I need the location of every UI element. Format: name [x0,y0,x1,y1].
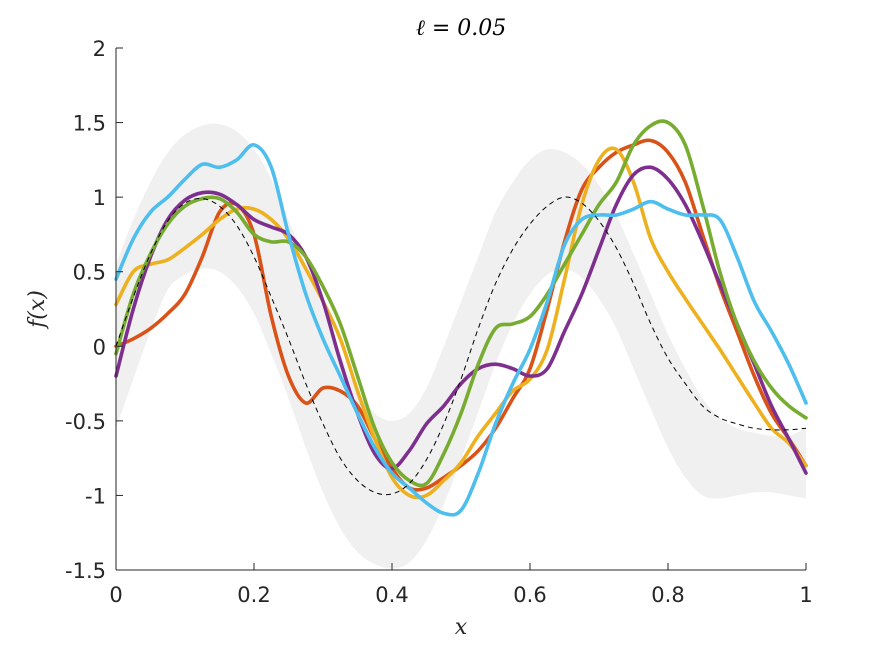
y-tick-label: 2 [93,37,106,61]
y-tick-label: -0.5 [65,410,106,434]
y-tick-label: -1.5 [65,559,106,583]
series-line-2 [114,146,808,500]
series-layer [114,119,808,517]
y-tick-label: 1.5 [73,112,106,136]
y-tick-label: 1 [93,186,106,210]
x-tick-label: 0.8 [651,583,684,607]
x-tick-label: 0.4 [375,583,408,607]
axes [115,48,806,571]
x-tick-label: 1 [799,583,812,607]
confidence-band-layer [116,123,806,569]
x-tick-label: 0 [109,583,122,607]
y-tick-label: 0 [93,335,106,359]
mean-line [115,196,807,496]
confidence-band [116,123,806,569]
tick-layer: 0 0.2 0.4 0.6 0.8 1 -1.5 -1 -0.5 0 0.5 1 1.5 2 [65,37,813,607]
series-line-4 [114,119,808,488]
y-tick-label: -1 [85,484,106,508]
y-axis-label: f(x) [25,290,50,330]
y-tick-label: 0.5 [73,261,106,285]
x-axis-label: x [455,615,468,640]
x-tick-label: 0.2 [237,583,270,607]
chart-title: ℓ = 0.05 [416,16,507,41]
x-tick-label: 0.6 [513,583,546,607]
series-line-5 [114,143,808,517]
